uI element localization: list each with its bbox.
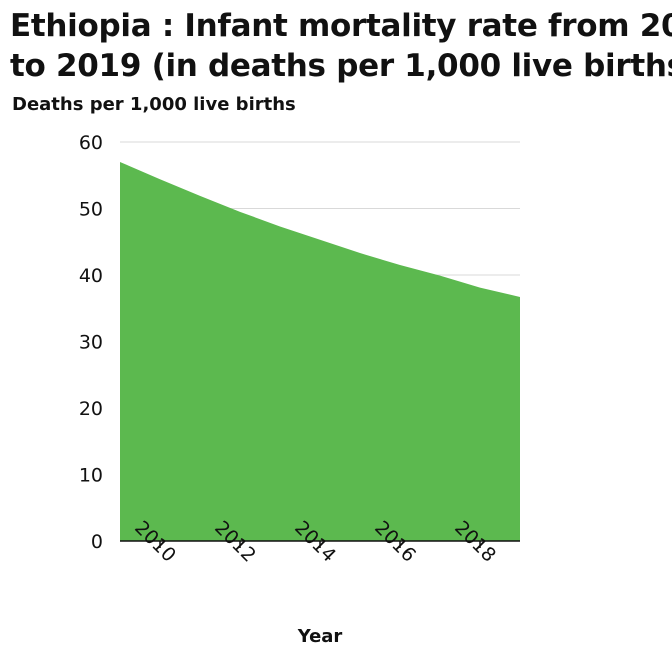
y-tick-label: 40 (79, 265, 103, 287)
chart-title-line-2: to 2019 (in deaths per 1,000 live births… (10, 48, 672, 84)
area-series (120, 161, 520, 541)
y-tick-label: 50 (79, 199, 103, 221)
y-tick-label: 60 (79, 132, 103, 154)
y-axis-label: Deaths per 1,000 live births (12, 94, 296, 115)
y-tick-label: 0 (91, 531, 103, 553)
y-tick-label: 10 (79, 465, 103, 487)
chart-title: Ethiopia : Infant mortality rate from 20… (10, 6, 672, 86)
x-axis-label: Year (297, 626, 343, 647)
y-tick-label: 30 (79, 332, 103, 354)
chart-title-line-1: Ethiopia : Infant mortality rate from 20… (10, 8, 672, 44)
y-tick-label: 20 (79, 398, 103, 420)
